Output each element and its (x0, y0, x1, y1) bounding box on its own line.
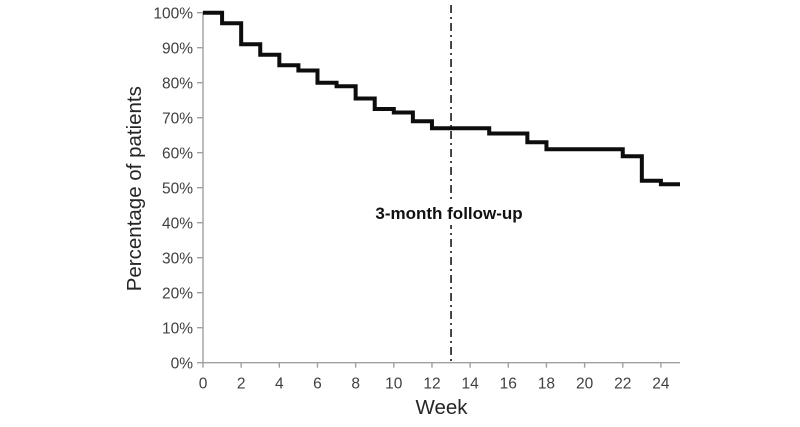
x-tick-label-12: 12 (423, 376, 440, 393)
x-tick-label-14: 14 (461, 376, 479, 393)
annotation-background (373, 200, 526, 225)
x-tick-label-24: 24 (652, 376, 670, 393)
x-tick-label-18: 18 (538, 376, 555, 393)
x-tick-label-2: 2 (237, 376, 246, 393)
x-tick-label-20: 20 (576, 376, 594, 393)
x-tick-label-4: 4 (275, 376, 284, 393)
y-tick-label-0: 0% (171, 355, 194, 372)
y-tick-label-80: 80% (162, 75, 193, 92)
x-tick-label-0: 0 (199, 376, 208, 393)
y-tick-label-90: 90% (162, 40, 193, 57)
x-tick-label-16: 16 (500, 376, 517, 393)
y-tick-label-50: 50% (162, 180, 193, 197)
y-tick-label-70: 70% (162, 110, 193, 127)
x-tick-label-6: 6 (313, 376, 322, 393)
y-tick-label-60: 60% (162, 145, 193, 162)
y-tick-label-40: 40% (162, 215, 193, 232)
y-tick-label-10: 10% (162, 320, 193, 337)
x-axis-title: Week (415, 396, 468, 419)
y-axis-title: Percentage of patients (123, 86, 146, 291)
y-tick-label-30: 30% (162, 250, 193, 267)
survival-step-curve (203, 10, 680, 187)
x-tick-label-10: 10 (385, 376, 403, 393)
x-tick-label-8: 8 (351, 376, 360, 393)
y-tick-label-20: 20% (162, 285, 193, 302)
annotation-3-month-follow-up: 3-month follow-up (375, 204, 522, 223)
y-tick-label-100: 100% (153, 5, 193, 22)
x-tick-label-22: 22 (614, 376, 631, 393)
